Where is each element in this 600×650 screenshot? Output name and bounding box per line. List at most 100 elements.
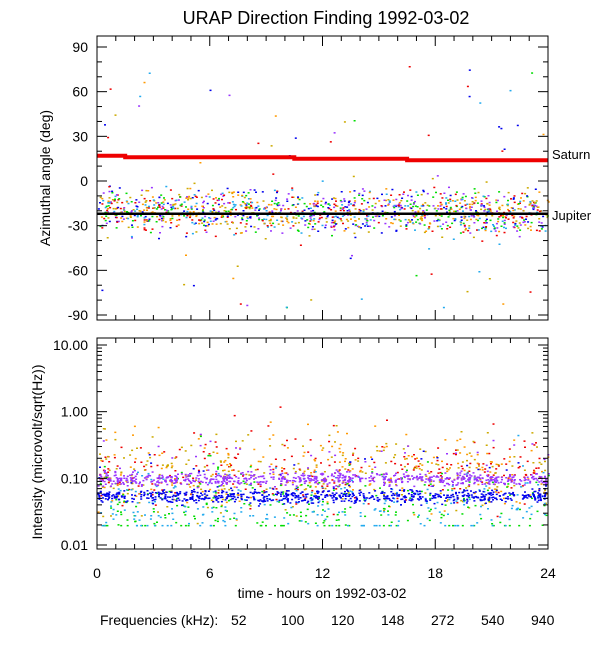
- intensity-point-940: [505, 477, 508, 479]
- azimuth-point: [102, 199, 105, 202]
- intensity-point-540: [300, 500, 303, 502]
- intensity-point-940: [291, 479, 294, 482]
- azimuth-point: [330, 225, 333, 228]
- azimuth-point: [138, 105, 141, 107]
- intensity-point-540: [495, 498, 498, 501]
- intensity-point-52: [202, 451, 205, 453]
- intensity-point-52: [414, 458, 417, 460]
- azimuth-point: [202, 209, 204, 211]
- intensity-point-52: [533, 469, 535, 472]
- azimuth-point: [431, 230, 434, 232]
- intensity-point-940: [279, 474, 282, 477]
- intensity-point-940: [486, 474, 489, 477]
- intensity-point-272: [141, 475, 144, 477]
- intensity-point-540: [521, 498, 524, 500]
- intensity-point-940: [250, 476, 253, 479]
- intensity-point-540: [473, 496, 476, 498]
- intensity-point-148: [531, 497, 533, 500]
- intensity-point-940: [334, 472, 336, 474]
- intensity-point-100: [186, 501, 189, 504]
- intensity-point-540: [213, 495, 216, 497]
- intensity-point-272: [171, 508, 173, 510]
- azimuth-point: [475, 211, 478, 214]
- intensity-point-100: [314, 486, 317, 488]
- azimuth-point: [311, 228, 314, 231]
- azimuth-point: [297, 221, 300, 224]
- azimuth-point: [307, 226, 310, 229]
- intensity-point-540: [541, 495, 544, 497]
- azimuth-point: [485, 215, 488, 217]
- intensity-point-540: [374, 490, 377, 492]
- azimuth-point: [209, 210, 212, 212]
- intensity-point-940: [200, 480, 203, 483]
- intensity-point-52: [338, 469, 341, 471]
- intensity-point-540: [321, 491, 324, 493]
- bottom-y-tick-label: 10.00: [53, 337, 88, 353]
- intensity-point-100: [262, 456, 265, 458]
- intensity-point-540: [207, 497, 210, 500]
- intensity-point-100: [205, 469, 208, 471]
- intensity-point-940: [468, 484, 471, 486]
- intensity-point-120: [297, 462, 300, 465]
- azimuth-point: [461, 205, 464, 208]
- intensity-point-540: [215, 499, 218, 502]
- azimuth-point: [115, 227, 118, 229]
- azimuth-point: [371, 205, 374, 207]
- azimuth-point: [463, 217, 466, 220]
- intensity-point-540: [466, 498, 469, 501]
- intensity-point-120: [217, 489, 220, 492]
- intensity-point-940: [447, 482, 449, 485]
- intensity-point-540: [120, 495, 123, 497]
- intensity-point-272: [516, 508, 519, 511]
- azimuth-point: [226, 223, 229, 225]
- azimuth-point: [531, 72, 534, 74]
- intensity-point-272: [374, 508, 377, 510]
- intensity-point-100: [321, 449, 324, 451]
- intensity-point-940: [134, 475, 137, 478]
- intensity-point-540: [506, 496, 509, 498]
- intensity-point-540: [236, 496, 239, 499]
- azimuth-point: [462, 222, 465, 225]
- intensity-point-100: [338, 461, 341, 463]
- intensity-point-940: [373, 480, 376, 483]
- intensity-point-940: [114, 470, 117, 473]
- intensity-point-120: [212, 451, 215, 453]
- intensity-point-52: [412, 469, 415, 471]
- azimuth-point: [281, 232, 284, 234]
- azimuth-point: [301, 197, 304, 199]
- intensity-point-540: [543, 495, 546, 498]
- intensity-point-540: [185, 491, 188, 494]
- azimuth-point: [354, 208, 357, 210]
- azimuth-point: [104, 124, 106, 126]
- intensity-point-540: [284, 497, 287, 500]
- intensity-point-940: [515, 483, 518, 485]
- azimuth-point: [111, 190, 114, 193]
- intensity-point-540: [386, 496, 389, 498]
- azimuth-point: [194, 222, 197, 224]
- azimuth-point: [226, 215, 229, 217]
- azimuth-point: [146, 209, 148, 211]
- intensity-point-540: [154, 498, 157, 501]
- intensity-point-940: [443, 485, 446, 487]
- azimuth-point: [309, 203, 312, 205]
- intensity-point-148: [280, 524, 283, 527]
- intensity-point-540: [287, 490, 290, 492]
- azimuth-point: [235, 227, 238, 230]
- azimuth-point: [456, 210, 459, 212]
- azimuth-point: [340, 191, 343, 193]
- intensity-point-940: [320, 479, 323, 481]
- intensity-point-940: [341, 477, 344, 479]
- intensity-point-100: [513, 439, 516, 441]
- intensity-point-148: [214, 519, 217, 522]
- azimuth-point: [498, 216, 501, 218]
- intensity-point-940: [110, 485, 112, 487]
- intensity-point-272: [426, 488, 429, 491]
- intensity-point-100: [123, 501, 125, 504]
- intensity-point-120: [123, 457, 125, 459]
- intensity-point-100: [147, 452, 150, 454]
- intensity-point-540: [362, 495, 365, 497]
- azimuth-point: [292, 216, 295, 218]
- intensity-point-100: [119, 474, 122, 476]
- azimuth-point: [242, 214, 245, 217]
- intensity-point-100: [216, 452, 219, 454]
